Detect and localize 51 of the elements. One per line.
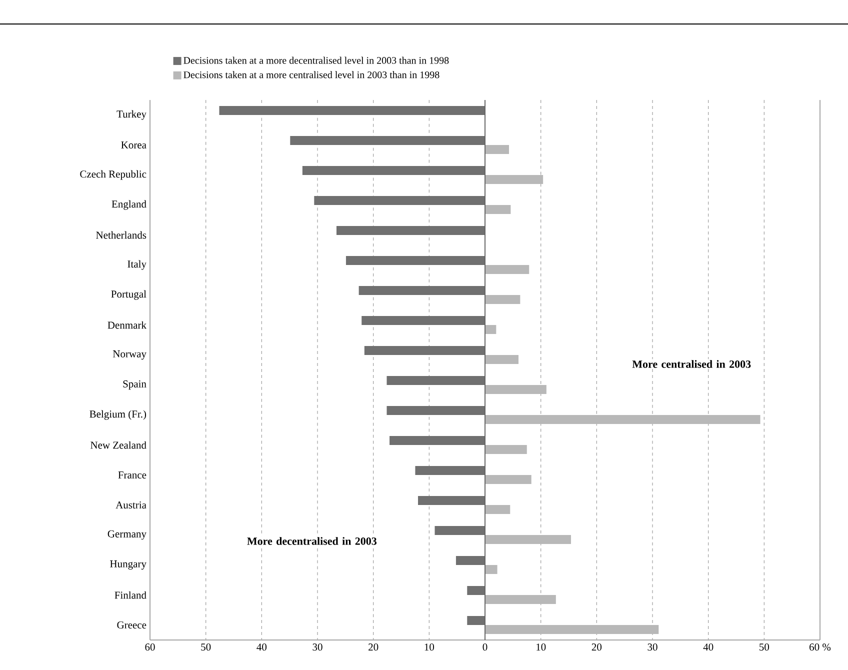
bar	[485, 445, 527, 454]
y-tick-label: Germany	[108, 530, 146, 540]
bar	[485, 505, 510, 514]
y-tick-label: Norway	[112, 350, 146, 360]
y-tick-label: Finland	[114, 591, 146, 599]
bar	[485, 175, 544, 184]
annotation: More decentralised in 2003	[247, 537, 377, 545]
x-tick-label: 50	[760, 644, 770, 651]
x-tick-label: 60 %	[810, 644, 831, 651]
y-tick-label: Netherlands	[96, 231, 146, 239]
y-tick-label: Turkey	[116, 110, 146, 120]
legend-label: Decisions taken at a more decentralised level in 2003 than in 1998	[184, 56, 449, 64]
bar	[485, 625, 659, 634]
y-tick-label: Czech Republic	[80, 170, 146, 180]
y-tick-label: Denmark	[108, 321, 146, 329]
x-tick-label: 10	[424, 644, 434, 651]
y-tick-label: New Zealand	[90, 441, 146, 449]
legend-label: Decisions taken at a more centralised level in 2003 than in 1998	[184, 71, 440, 78]
y-tick-label: Italy	[128, 260, 146, 270]
y-tick-label: Belgium (Fr.)	[90, 410, 146, 420]
y-tick-label: Spain	[123, 380, 146, 390]
bar	[485, 325, 496, 334]
bar	[485, 295, 520, 304]
bar	[485, 145, 510, 154]
x-tick-label: 50	[201, 644, 211, 651]
y-tick-label: Korea	[121, 142, 146, 148]
x-tick-label: 40	[256, 644, 267, 651]
bar	[485, 355, 519, 364]
bar	[485, 415, 760, 424]
bar	[485, 535, 571, 544]
y-tick-label: England	[112, 200, 146, 210]
bar	[485, 265, 530, 274]
x-tick-label: 30	[312, 644, 322, 651]
y-tick-label: France	[118, 472, 146, 478]
x-tick-label: 60	[145, 644, 155, 651]
y-tick-label: Hungary	[110, 560, 146, 570]
x-tick-label: 0	[482, 644, 488, 651]
bar	[485, 205, 511, 214]
x-tick-label: 30	[648, 644, 658, 651]
annotation: More centralised in 2003	[632, 360, 751, 368]
bar	[485, 565, 498, 574]
x-tick-label: 20	[368, 644, 378, 651]
y-tick-label: Portugal	[111, 290, 146, 300]
bar	[485, 385, 546, 394]
x-tick-label: 10	[536, 644, 546, 651]
bar	[485, 475, 532, 484]
x-tick-label: 40	[703, 644, 714, 651]
y-tick-label: Greece	[117, 621, 146, 629]
x-tick-label: 20	[592, 644, 602, 651]
bar	[485, 595, 556, 604]
y-tick-label: Austria	[116, 501, 146, 509]
